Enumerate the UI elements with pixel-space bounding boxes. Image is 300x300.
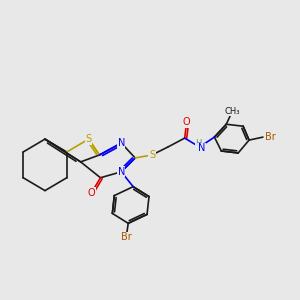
Text: O: O [183,117,190,127]
Text: N: N [118,138,125,148]
Text: S: S [85,134,91,144]
Text: H: H [195,139,202,148]
Text: S: S [149,150,155,160]
Text: N: N [198,143,205,153]
Text: N: N [118,167,125,177]
Text: Br: Br [265,132,276,142]
Text: Br: Br [121,232,132,242]
Text: O: O [88,188,95,198]
Text: CH₃: CH₃ [224,107,240,116]
